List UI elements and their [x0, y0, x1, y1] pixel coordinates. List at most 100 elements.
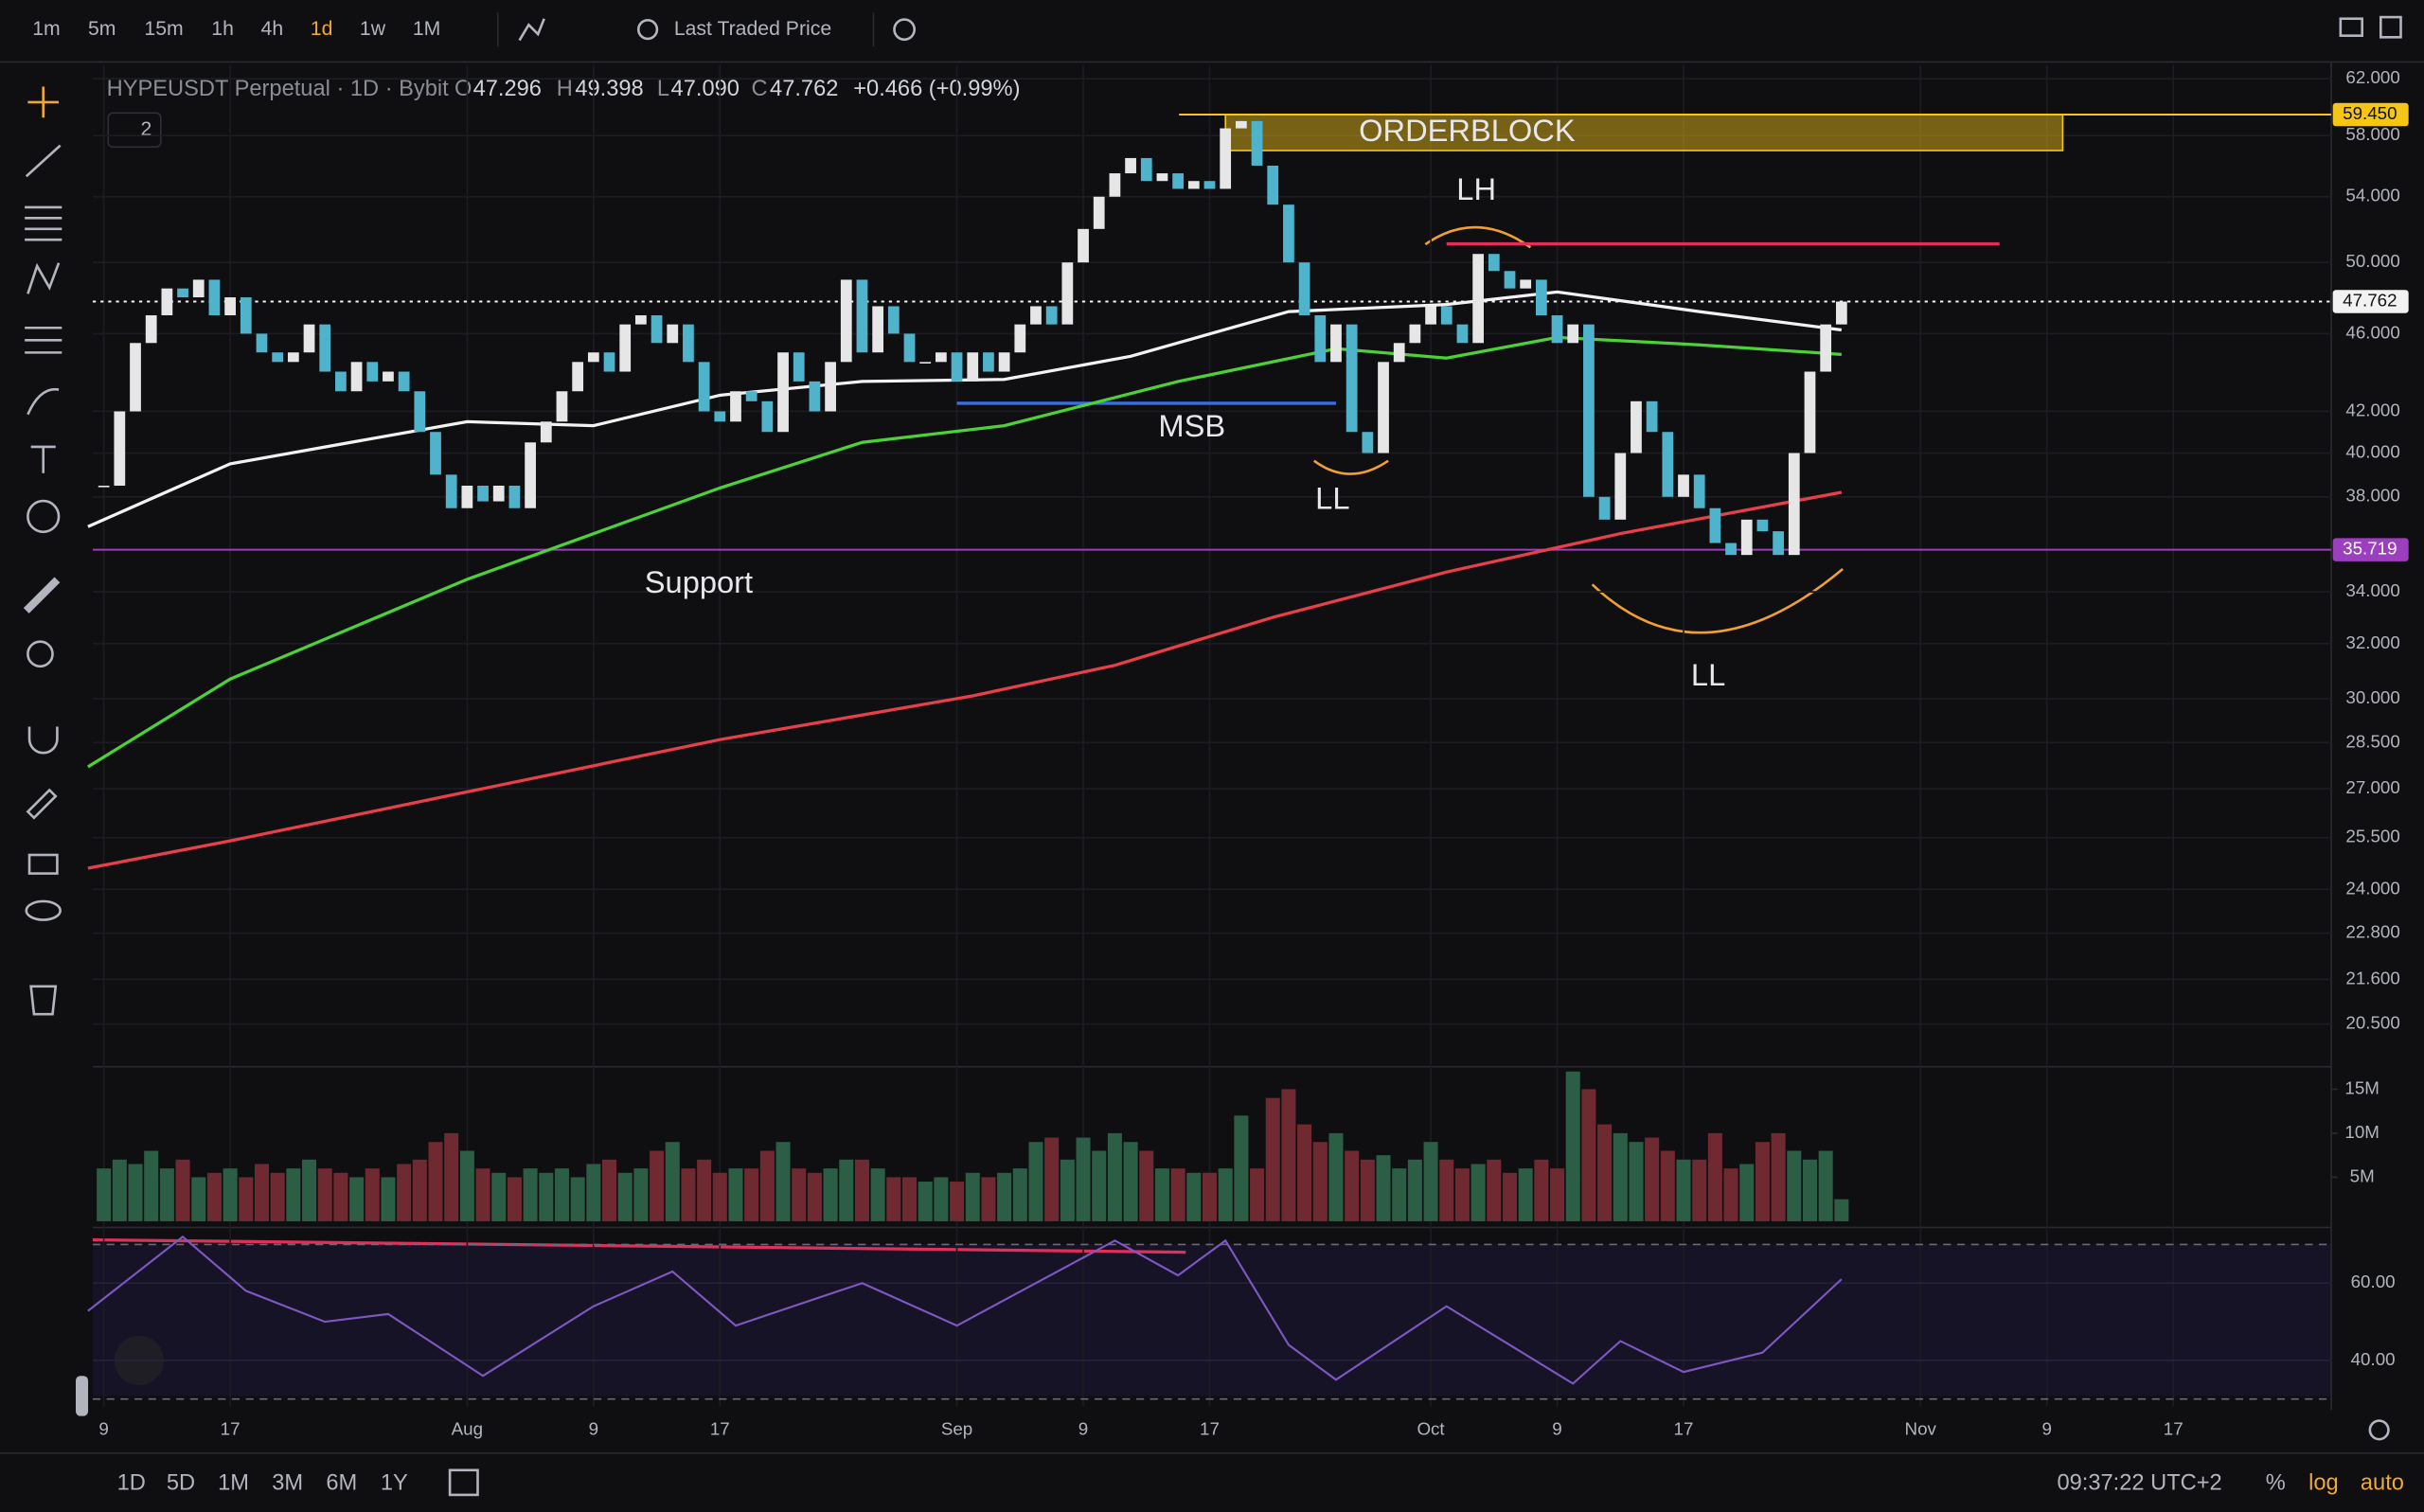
text-tool[interactable] — [30, 445, 56, 473]
candle-body — [525, 442, 536, 508]
lock-tool[interactable] — [27, 853, 59, 875]
volume-bar — [349, 1177, 365, 1221]
volume-bar — [570, 1177, 585, 1221]
axis-settings-button[interactable] — [2368, 1419, 2390, 1441]
y-tick-label: 62.000 — [2345, 67, 2399, 87]
volume-bar — [539, 1172, 554, 1221]
candle-body — [1488, 254, 1500, 272]
price-tag-label: 59.450 — [2343, 103, 2397, 123]
ll-curve — [1591, 567, 1844, 634]
candle-body — [1788, 453, 1800, 556]
auto-toggle[interactable]: auto — [2361, 1471, 2404, 1496]
candle-body — [1773, 531, 1784, 556]
interval-button[interactable]: 4h — [261, 18, 284, 40]
percent-toggle[interactable]: % — [2266, 1471, 2286, 1496]
interval-button[interactable]: 1M — [413, 18, 440, 40]
x-tick-label: 9 — [589, 1418, 598, 1438]
x-tick-label: 17 — [221, 1418, 241, 1438]
trendline-tool[interactable] — [25, 144, 62, 178]
lock-draw-tool[interactable] — [26, 788, 58, 820]
volume-bar — [586, 1164, 601, 1221]
volume-tick-label: 10M — [2344, 1122, 2379, 1142]
interval-button[interactable]: 1d — [311, 18, 333, 40]
projection-tool[interactable] — [25, 326, 62, 354]
fib-tool[interactable] — [25, 205, 62, 241]
volume-bar — [1550, 1168, 1565, 1221]
volume-bar — [1802, 1159, 1817, 1221]
candle-body — [1756, 519, 1769, 532]
volume-bar — [1170, 1168, 1185, 1221]
volume-bar — [1044, 1137, 1060, 1221]
fullscreen-button[interactable] — [2379, 15, 2402, 39]
ruler-tool[interactable] — [23, 577, 61, 614]
interval-button[interactable]: 1w — [360, 18, 386, 40]
volume-bar — [854, 1159, 869, 1221]
volume-bar — [918, 1182, 933, 1221]
interval-button[interactable]: 1m — [32, 18, 60, 40]
volume-bar — [412, 1159, 427, 1221]
y-tick-label: 34.000 — [2345, 580, 2399, 600]
candle-body — [1440, 306, 1453, 325]
range-button[interactable]: 3M — [272, 1471, 303, 1496]
legend-change: +0.466 (+0.99%) — [853, 77, 1020, 101]
volume-tick-label: 5M — [2350, 1165, 2375, 1185]
y-tick-label: 38.000 — [2345, 486, 2399, 506]
candle-body — [998, 352, 1010, 372]
candle-body — [1061, 262, 1074, 325]
volume-bar — [317, 1168, 332, 1221]
volume-bar — [1186, 1172, 1202, 1221]
add-button[interactable] — [893, 18, 917, 42]
range-button[interactable]: 1Y — [381, 1471, 408, 1496]
volume-bar — [1060, 1159, 1075, 1221]
volume-bar — [491, 1172, 507, 1221]
candle-body — [1662, 432, 1674, 497]
volume-bar — [1345, 1150, 1360, 1221]
volume-bar — [523, 1168, 538, 1221]
candle-body — [872, 306, 884, 353]
range-button[interactable]: 6M — [326, 1471, 357, 1496]
crosshair-tool[interactable] — [27, 86, 60, 118]
date-range-button[interactable] — [448, 1468, 479, 1497]
volume-bar — [239, 1177, 254, 1221]
y-tick-label: 46.000 — [2345, 322, 2399, 342]
volume-bar — [650, 1150, 665, 1221]
candle-body — [1393, 343, 1405, 363]
range-button[interactable]: 1D — [117, 1471, 146, 1496]
magnet-tool[interactable] — [27, 726, 59, 755]
indicator-toggle[interactable] — [107, 112, 162, 149]
range-button[interactable]: 1M — [218, 1471, 249, 1496]
volume-bar — [1723, 1168, 1738, 1221]
volume-bar — [1423, 1142, 1438, 1221]
volume-bar — [823, 1168, 838, 1221]
indicator-count[interactable]: 2 — [141, 118, 152, 140]
volume-bar — [712, 1172, 727, 1221]
price-source-select[interactable]: Last Traded Price — [674, 18, 831, 40]
interval-button[interactable]: 15m — [144, 18, 183, 40]
indicators-button[interactable] — [518, 18, 545, 42]
x-tick-label: 9 — [2042, 1418, 2052, 1438]
price-tag-label: 47.762 — [2343, 290, 2397, 310]
volume-bar — [1454, 1168, 1470, 1221]
visibility-tool[interactable] — [25, 899, 62, 921]
emoji-tool[interactable] — [27, 499, 61, 534]
volume-bar — [206, 1172, 222, 1221]
interval-button[interactable]: 5m — [88, 18, 116, 40]
volume-bar — [1297, 1124, 1312, 1221]
legend-open: 47.296 — [473, 77, 542, 101]
volume-bar — [617, 1172, 633, 1221]
interval-button[interactable]: 1h — [211, 18, 234, 40]
brush-tool[interactable] — [27, 387, 60, 416]
candle-body — [1030, 306, 1042, 325]
volume-bar — [1281, 1089, 1296, 1221]
volume-bar — [333, 1172, 348, 1221]
pane-handle[interactable] — [76, 1376, 89, 1416]
candle-body — [98, 485, 110, 488]
log-toggle[interactable]: log — [2308, 1471, 2339, 1496]
pattern-tool[interactable] — [27, 262, 61, 294]
volume-bar — [1360, 1159, 1375, 1221]
settings-button[interactable] — [636, 19, 659, 41]
delete-tool[interactable] — [29, 985, 58, 1016]
zoom-tool[interactable] — [27, 640, 54, 668]
range-button[interactable]: 5D — [167, 1471, 195, 1496]
screenshot-button[interactable] — [2339, 17, 2363, 37]
